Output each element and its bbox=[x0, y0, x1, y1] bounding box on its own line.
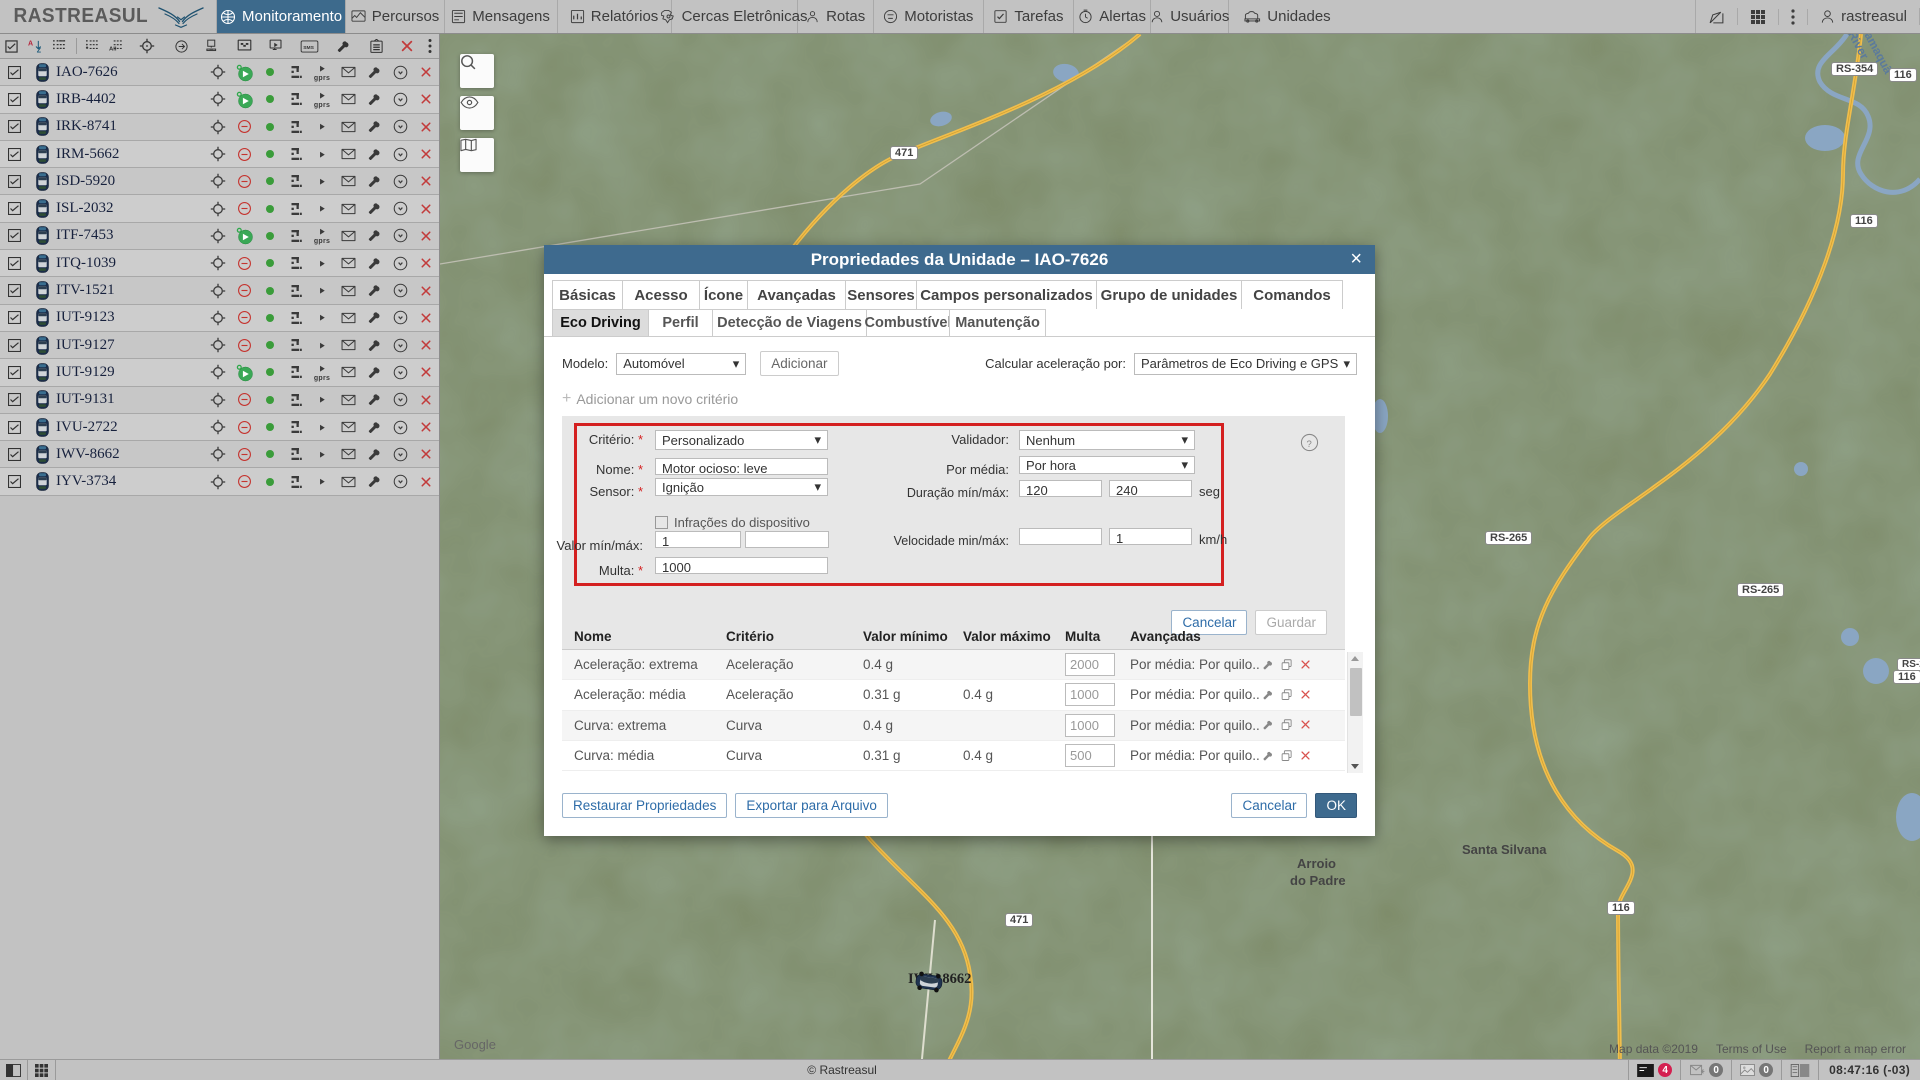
svg-text:A: A bbox=[28, 40, 33, 47]
svg-text:?: ? bbox=[1306, 439, 1311, 450]
svg-text:Z: Z bbox=[37, 47, 42, 53]
svg-text:SMS: SMS bbox=[303, 44, 314, 50]
svg-text:All: All bbox=[109, 46, 117, 52]
